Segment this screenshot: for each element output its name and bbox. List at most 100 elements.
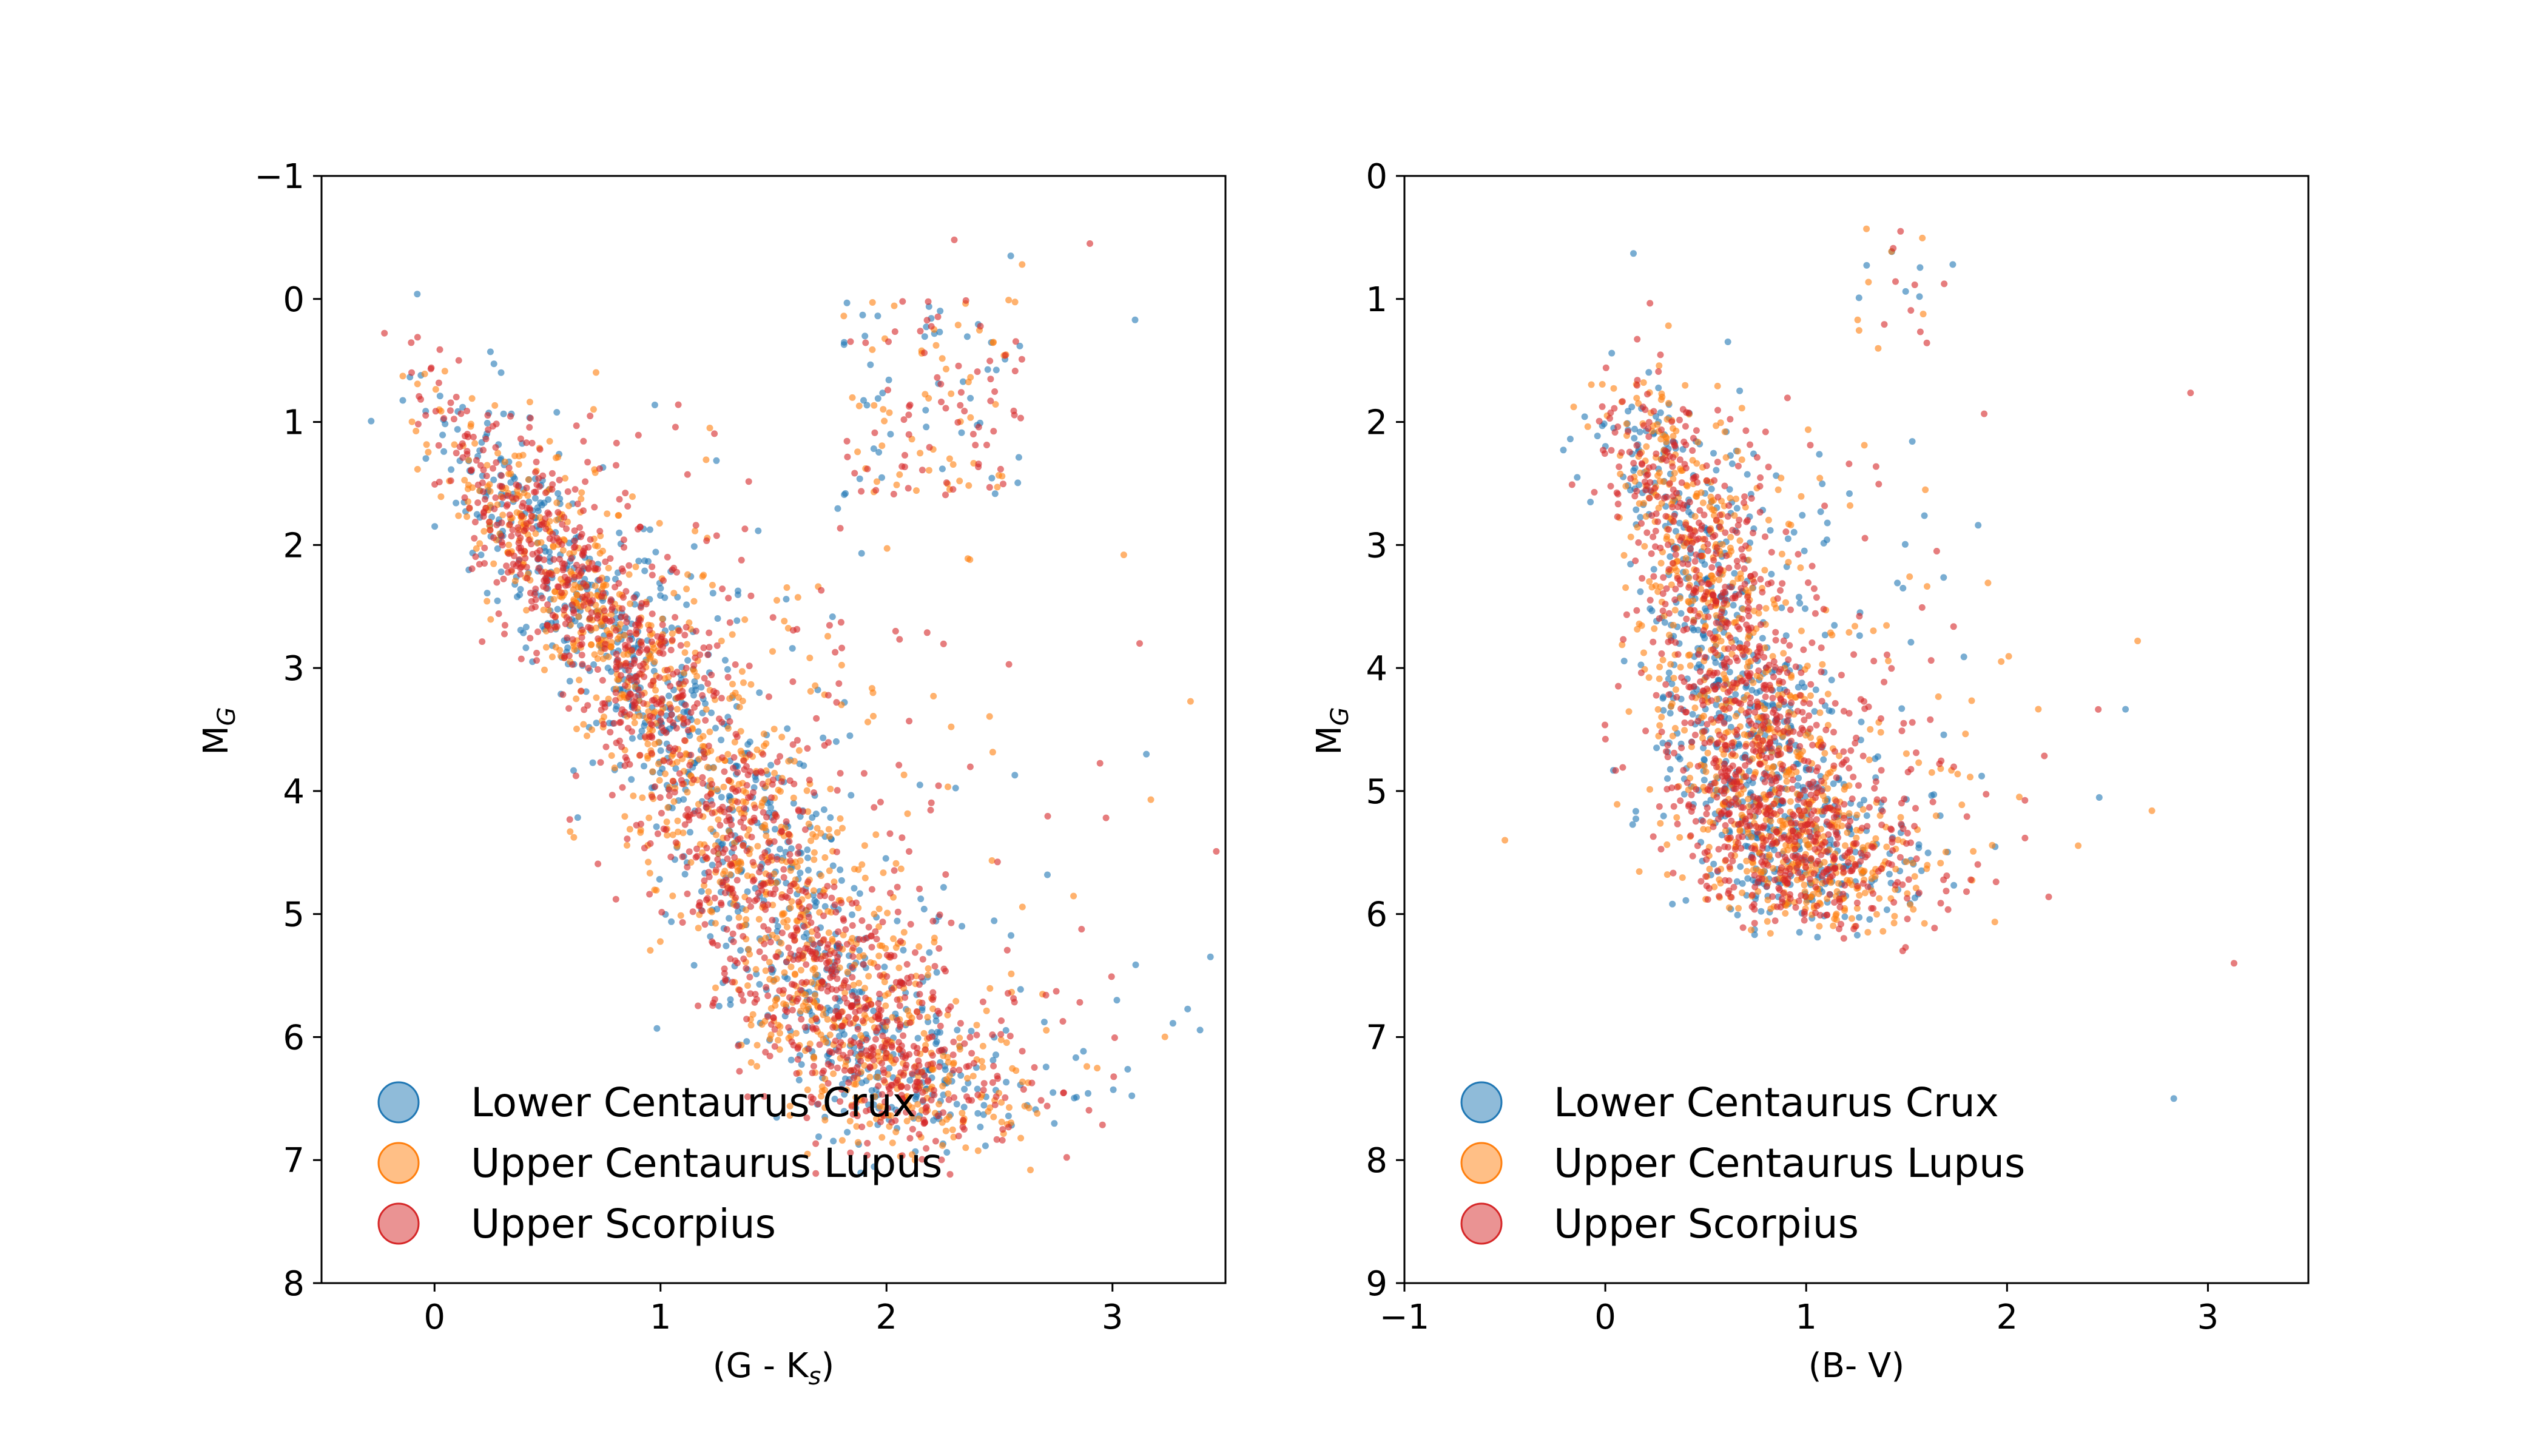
right-point-lower-centaurus-crux [1733, 505, 1741, 512]
left-point-upper-scorpius [649, 793, 656, 800]
left-point-lower-centaurus-crux [545, 496, 552, 503]
right-point-upper-centaurus-lupus [1921, 920, 1928, 927]
left-point-upper-scorpius [543, 585, 550, 592]
left-point-upper-centaurus-lupus [795, 747, 803, 754]
left-point-upper-centaurus-lupus [465, 457, 473, 463]
left-point-upper-centaurus-lupus [1043, 1026, 1050, 1034]
right-point-lower-centaurus-crux [1625, 408, 1632, 415]
left-point-upper-scorpius [874, 963, 881, 971]
left-point-upper-scorpius [666, 758, 673, 766]
right-point-upper-centaurus-lupus [1736, 537, 1744, 544]
left-point-lower-centaurus-crux [871, 1163, 878, 1170]
left-point-upper-scorpius [1019, 1048, 1026, 1055]
left-point-upper-scorpius [746, 974, 753, 981]
left-point-upper-scorpius [480, 467, 487, 474]
left-point-upper-centaurus-lupus [669, 892, 676, 900]
left-point-lower-centaurus-crux [984, 366, 991, 373]
left-point-lower-centaurus-crux [936, 328, 943, 335]
left-point-upper-scorpius [660, 727, 667, 735]
left-point-upper-scorpius [769, 614, 777, 621]
left-point-upper-centaurus-lupus [767, 1005, 775, 1012]
left-point-upper-scorpius [682, 678, 689, 685]
right-point-upper-centaurus-lupus [1637, 470, 1644, 476]
left-point-upper-scorpius [908, 973, 915, 980]
left-point-upper-centaurus-lupus [423, 441, 430, 448]
left-point-lower-centaurus-crux [923, 423, 930, 431]
left-point-lower-centaurus-crux [605, 720, 613, 727]
left-point-lower-centaurus-crux [932, 1017, 940, 1025]
left-point-upper-scorpius [740, 997, 747, 1004]
right-point-upper-centaurus-lupus [1625, 708, 1633, 715]
left-point-upper-scorpius [408, 339, 415, 346]
left-point-lower-centaurus-crux [774, 923, 781, 930]
left-point-lower-centaurus-crux [844, 1128, 851, 1136]
left-point-upper-centaurus-lupus [962, 1144, 969, 1151]
left-point-lower-centaurus-crux [804, 854, 811, 861]
left-point-upper-scorpius [592, 565, 599, 572]
left-point-upper-scorpius [905, 485, 912, 492]
left-point-upper-scorpius [1031, 1064, 1038, 1071]
left-point-upper-scorpius [573, 561, 580, 568]
left-point-upper-centaurus-lupus [675, 828, 682, 835]
left-point-lower-centaurus-crux [436, 393, 443, 400]
left-point-upper-scorpius [849, 900, 856, 907]
right-point-lower-centaurus-crux [1689, 710, 1696, 718]
left-point-upper-centaurus-lupus [743, 916, 750, 923]
left-point-lower-centaurus-crux [870, 445, 877, 453]
right-point-upper-centaurus-lupus [1599, 381, 1606, 388]
left-point-upper-scorpius [625, 562, 633, 569]
left-point-upper-scorpius [994, 1073, 1001, 1080]
left-point-lower-centaurus-crux [917, 895, 925, 903]
left-point-upper-scorpius [709, 1002, 716, 1009]
left-point-upper-centaurus-lupus [599, 547, 606, 554]
left-point-upper-scorpius [780, 986, 787, 994]
left-point-upper-scorpius [1002, 1094, 1009, 1101]
left-point-lower-centaurus-crux [1003, 1079, 1010, 1086]
left-point-upper-scorpius [948, 919, 955, 926]
left-point-upper-centaurus-lupus [652, 687, 659, 694]
left-point-upper-scorpius [740, 824, 747, 831]
right-point-upper-centaurus-lupus [1821, 750, 1828, 757]
left-point-upper-scorpius [1028, 1079, 1036, 1087]
left-point-lower-centaurus-crux [668, 918, 675, 925]
left-point-upper-centaurus-lupus [490, 560, 497, 567]
left-point-lower-centaurus-crux [991, 490, 999, 497]
left-point-upper-scorpius [783, 818, 790, 825]
left-point-upper-centaurus-lupus [792, 1030, 800, 1037]
left-point-upper-centaurus-lupus [954, 322, 962, 329]
right-point-upper-centaurus-lupus [1853, 811, 1861, 818]
right-point-lower-centaurus-crux [1940, 731, 1947, 738]
left-point-lower-centaurus-crux [916, 781, 923, 789]
left-point-upper-scorpius [760, 809, 767, 816]
right-point-upper-centaurus-lupus [1989, 841, 1996, 849]
left-point-upper-scorpius [783, 958, 790, 965]
left-point-upper-scorpius [891, 328, 898, 335]
right-point-lower-centaurus-crux [1801, 684, 1808, 691]
left-point-upper-centaurus-lupus [630, 792, 637, 800]
left-point-upper-centaurus-lupus [693, 718, 701, 725]
left-point-upper-centaurus-lupus [774, 597, 780, 604]
left-point-upper-scorpius [414, 334, 421, 341]
left-point-upper-scorpius [929, 917, 937, 925]
left-point-lower-centaurus-crux [582, 688, 590, 695]
left-point-upper-scorpius [942, 968, 949, 975]
left-point-upper-scorpius [526, 505, 533, 512]
left-point-upper-centaurus-lupus [778, 940, 785, 947]
left-point-upper-scorpius [840, 915, 847, 922]
left-point-upper-scorpius [470, 433, 477, 440]
left-point-upper-scorpius [801, 1023, 809, 1031]
left-point-upper-scorpius [778, 929, 786, 937]
left-point-upper-centaurus-lupus [939, 355, 946, 362]
right-point-lower-centaurus-crux [1940, 574, 1947, 581]
left-point-upper-scorpius [1018, 356, 1025, 363]
left-point-upper-centaurus-lupus [674, 817, 681, 824]
left-point-upper-scorpius [432, 408, 439, 415]
left-point-upper-scorpius [957, 402, 964, 409]
left-point-upper-scorpius [813, 956, 820, 962]
left-point-lower-centaurus-crux [881, 963, 888, 971]
right-point-lower-centaurus-crux [1677, 610, 1685, 617]
left-point-upper-scorpius [963, 1093, 970, 1100]
left-point-upper-centaurus-lupus [821, 854, 829, 861]
left-point-upper-scorpius [652, 783, 659, 790]
left-point-upper-centaurus-lupus [869, 299, 876, 306]
